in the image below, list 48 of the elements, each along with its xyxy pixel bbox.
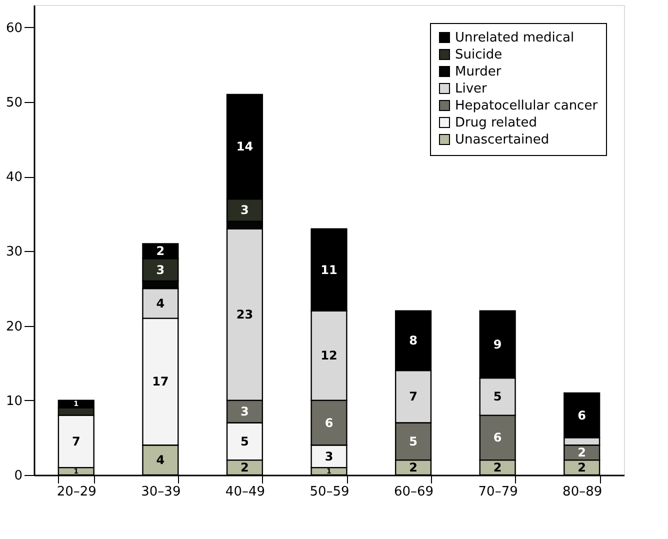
data-label: 7 xyxy=(409,390,418,404)
data-label: 2 xyxy=(409,460,418,475)
legend-label: Suicide xyxy=(455,48,502,62)
x-tick-label: 80–89 xyxy=(562,484,602,500)
data-label: 3 xyxy=(240,404,249,419)
x-tick-label: 40–49 xyxy=(225,484,266,500)
data-label: 14 xyxy=(236,140,254,154)
data-label: 23 xyxy=(236,308,254,322)
data-label: 8 xyxy=(409,334,418,348)
data-label: 2 xyxy=(240,460,249,475)
data-label: 12 xyxy=(320,348,338,363)
data-label: 4 xyxy=(156,296,165,310)
y-tick-label: 50 xyxy=(6,95,22,110)
data-label: 6 xyxy=(578,408,586,422)
data-label: 17 xyxy=(152,374,169,389)
data-label: 3 xyxy=(324,449,334,464)
x-tick-label: 70–79 xyxy=(478,484,518,500)
data-label: 4 xyxy=(156,453,165,468)
data-label: 6 xyxy=(324,416,334,430)
y-tick-label: 60 xyxy=(6,20,22,36)
x-tick-label: 50–59 xyxy=(310,484,350,500)
data-label: 2 xyxy=(156,244,165,258)
data-label: 11 xyxy=(320,262,338,277)
legend-label: Liver xyxy=(455,82,488,96)
y-tick-label: 0 xyxy=(14,468,22,484)
data-label: 6 xyxy=(493,430,502,445)
y-tick-label: 40 xyxy=(6,170,22,186)
legend-label: Unascertained xyxy=(455,132,550,148)
data-label: 9 xyxy=(493,337,502,352)
data-label: 5 xyxy=(493,390,502,404)
x-tick-label: 60–69 xyxy=(394,484,434,500)
data-label: 2 xyxy=(578,446,586,460)
y-tick-label: 30 xyxy=(6,244,22,260)
data-label: 2 xyxy=(578,460,586,475)
x-tick-label: 30–39 xyxy=(141,484,181,500)
y-tick-label: 10 xyxy=(6,394,22,409)
y-tick-label: 20 xyxy=(6,319,22,334)
legend-label: Hepatocellular cancer xyxy=(455,98,598,114)
legend-label: Murder xyxy=(455,64,502,80)
legend-label: Unrelated medical xyxy=(455,30,574,46)
data-label: 2 xyxy=(493,460,502,475)
data-label: 5 xyxy=(409,434,418,448)
data-label: 3 xyxy=(156,262,165,277)
data-label: 3 xyxy=(240,203,249,218)
data-label: 5 xyxy=(240,434,249,448)
data-label: 7 xyxy=(72,434,80,448)
legend-label: Drug related xyxy=(455,116,537,130)
x-tick-label: 20–29 xyxy=(56,484,96,500)
